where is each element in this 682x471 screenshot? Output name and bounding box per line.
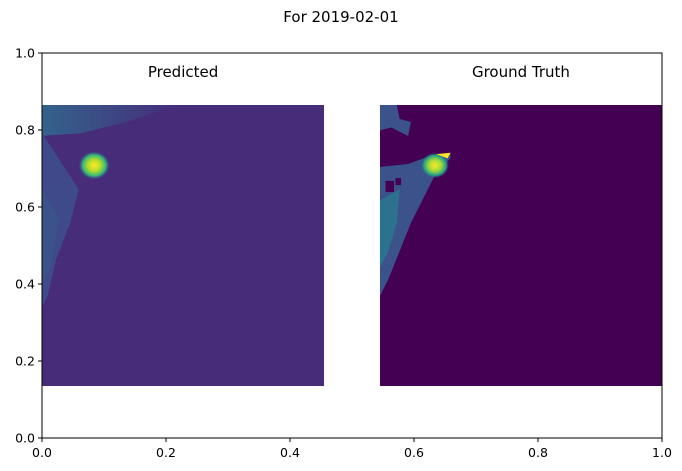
- ground-truth-hotspot: [420, 152, 450, 179]
- panel-predicted: [42, 104, 325, 387]
- axes-frame: [41, 52, 663, 439]
- ground-truth-hole: [385, 180, 395, 193]
- y-tick-label: 0.0: [15, 431, 35, 446]
- ground-truth-hole: [395, 178, 402, 186]
- predicted-coastal-inner: [42, 189, 59, 285]
- predicted-top-region: [42, 104, 178, 136]
- ground-truth-top-fragment: [379, 104, 411, 136]
- ground-truth-background: [379, 104, 662, 387]
- x-tick-label: 0.2: [156, 445, 176, 460]
- y-tick-label: 1.0: [15, 46, 35, 61]
- ground-truth-hotspot-tail: [436, 152, 451, 159]
- panel-labels: Predicted Ground Truth: [148, 63, 570, 81]
- y-tick-label: 0.4: [15, 277, 35, 292]
- x-tick-label: 1.0: [652, 445, 672, 460]
- plot-area: Predicted Ground Truth 0.0 0.2 0.4 0.6 0.8 1.0…: [15, 46, 672, 461]
- x-tick-label: 0.8: [528, 445, 548, 460]
- panel-ground-truth: [379, 104, 662, 387]
- y-tick-label: 0.2: [15, 354, 35, 369]
- x-tick-label: 0.4: [280, 445, 300, 460]
- y-tick-label: 0.6: [15, 200, 35, 215]
- chart-title: For 2019-02-01: [283, 8, 398, 26]
- x-tick-label: 0.6: [404, 445, 424, 460]
- y-axis: 0.0 0.2 0.4 0.6 0.8 1.0: [15, 46, 42, 446]
- panel-label: Ground Truth: [472, 63, 570, 81]
- x-axis: 0.0 0.2 0.4 0.6 0.8 1.0: [32, 438, 672, 460]
- y-tick-label: 0.8: [15, 123, 35, 138]
- predicted-background: [42, 104, 325, 387]
- x-tick-label: 0.0: [32, 445, 52, 460]
- ground-truth-coastal-inner: [379, 189, 400, 268]
- panel-label: Predicted: [148, 63, 218, 81]
- ground-truth-coastal-region: [379, 152, 451, 297]
- predicted-hotspot: [78, 151, 110, 180]
